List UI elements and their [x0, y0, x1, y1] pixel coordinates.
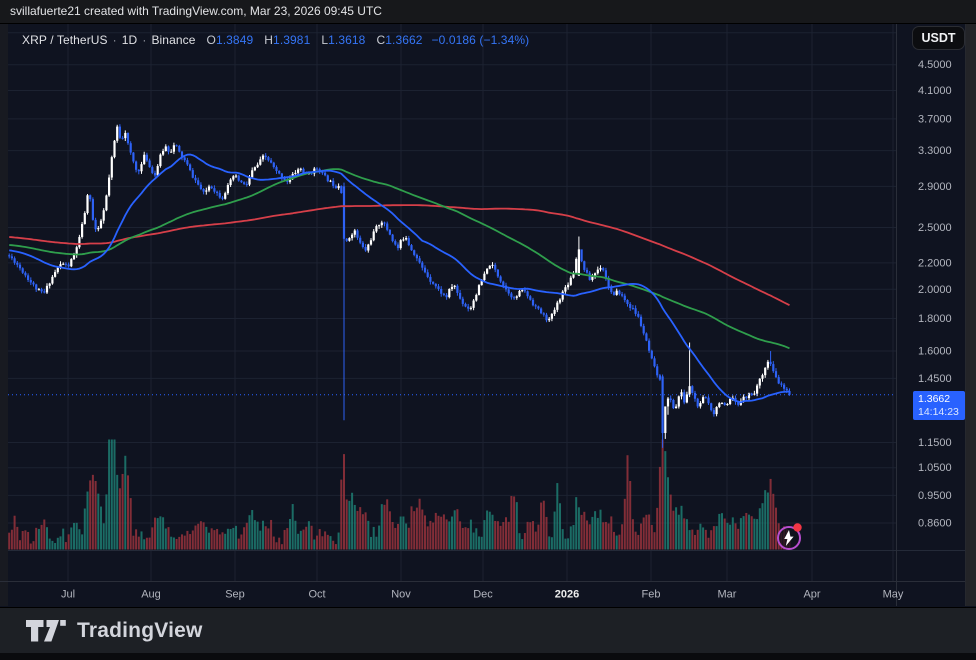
attribution-bar: svillafuerte21 created with TradingView.…	[0, 0, 976, 24]
candlestick-series	[8, 124, 791, 448]
open-value: 1.3849	[215, 33, 254, 47]
volume-series	[8, 439, 791, 550]
symbol-name: XRP / TetherUS	[22, 33, 108, 47]
grid-lines	[8, 24, 896, 581]
badge-price: 1.3662	[918, 393, 950, 405]
legend-separator: ·	[142, 33, 147, 47]
tradingview-logo-icon[interactable]	[26, 619, 66, 643]
time-tick-label: Sep	[225, 589, 245, 601]
time-tick-label: Oct	[308, 589, 325, 601]
pane-borders	[0, 24, 966, 606]
exchange-label: Binance	[151, 33, 196, 47]
time-tick-label: Nov	[391, 589, 411, 601]
ma-fast-line	[9, 153, 790, 404]
price-axis[interactable]: 4.5000 4.1000 3.7000 3.3000 2.9000 2.5000 2.20…	[918, 59, 952, 529]
low-label: L	[321, 33, 329, 47]
price-tick-label: 2.9000	[918, 181, 952, 193]
chart-legend: XRP / TetherUS · 1D · Binance O1.3849 H1.3981 L…	[22, 33, 529, 47]
high-value: 1.3981	[273, 33, 311, 47]
open-label: O	[206, 33, 216, 47]
legend-separator: ·	[112, 33, 117, 47]
currency-toggle-button[interactable]: USDT	[912, 26, 965, 50]
price-tick-label: 2.2000	[918, 257, 952, 269]
price-tick-label: 1.8000	[918, 313, 952, 325]
close-value: 1.3662	[385, 33, 423, 47]
low-value: 1.3618	[328, 33, 366, 47]
chart-background	[0, 24, 976, 606]
price-tick-label: 2.0000	[918, 284, 952, 296]
price-tick-label: 4.5000	[918, 59, 952, 71]
close-label: C	[376, 33, 386, 47]
time-tick-label: Dec	[473, 589, 493, 601]
time-tick-label: Apr	[803, 589, 820, 601]
price-tick-label: 2.5000	[918, 222, 952, 234]
footer-bar: TradingView	[0, 607, 976, 653]
bottom-strip	[0, 653, 976, 660]
time-tick-label: May	[883, 589, 904, 601]
price-tick-label: 1.6000	[918, 346, 952, 358]
time-tick-label: 2026	[555, 589, 579, 601]
price-tick-label: 0.9500	[918, 490, 952, 502]
price-tick-label: 1.4500	[918, 373, 952, 385]
interval-label: 1D	[121, 33, 138, 47]
price-tick-label: 0.8600	[918, 517, 952, 529]
attribution-text: svillafuerte21 created with TradingView.…	[10, 4, 382, 18]
time-tick-label: Jul	[61, 589, 75, 601]
price-tick-label: 4.1000	[918, 85, 952, 97]
ma-slow-line	[9, 204, 790, 306]
time-tick-label: Feb	[642, 589, 661, 601]
change-value: −0.0186 (−1.34%)	[431, 33, 530, 47]
time-axis[interactable]: Jul Aug Sep Oct Nov Dec 2026 Feb Mar Apr May	[61, 589, 904, 601]
notification-dot	[793, 523, 802, 532]
lightning-icon	[784, 530, 794, 546]
price-tick-label: 3.7000	[918, 113, 952, 125]
time-tick-label: Mar	[718, 589, 737, 601]
events-flash-icon[interactable]	[777, 523, 802, 550]
price-tick-label: 1.0500	[918, 462, 952, 474]
currency-toggle-label: USDT	[921, 31, 956, 45]
price-tick-label: 1.1500	[918, 437, 952, 449]
ma-mid-line	[9, 168, 790, 350]
high-label: H	[264, 33, 274, 47]
time-tick-label: Aug	[141, 589, 161, 601]
badge-countdown: 14:14:23	[918, 406, 959, 418]
price-tick-label: 3.3000	[918, 145, 952, 157]
tradingview-logo-text[interactable]: TradingView	[77, 618, 203, 642]
